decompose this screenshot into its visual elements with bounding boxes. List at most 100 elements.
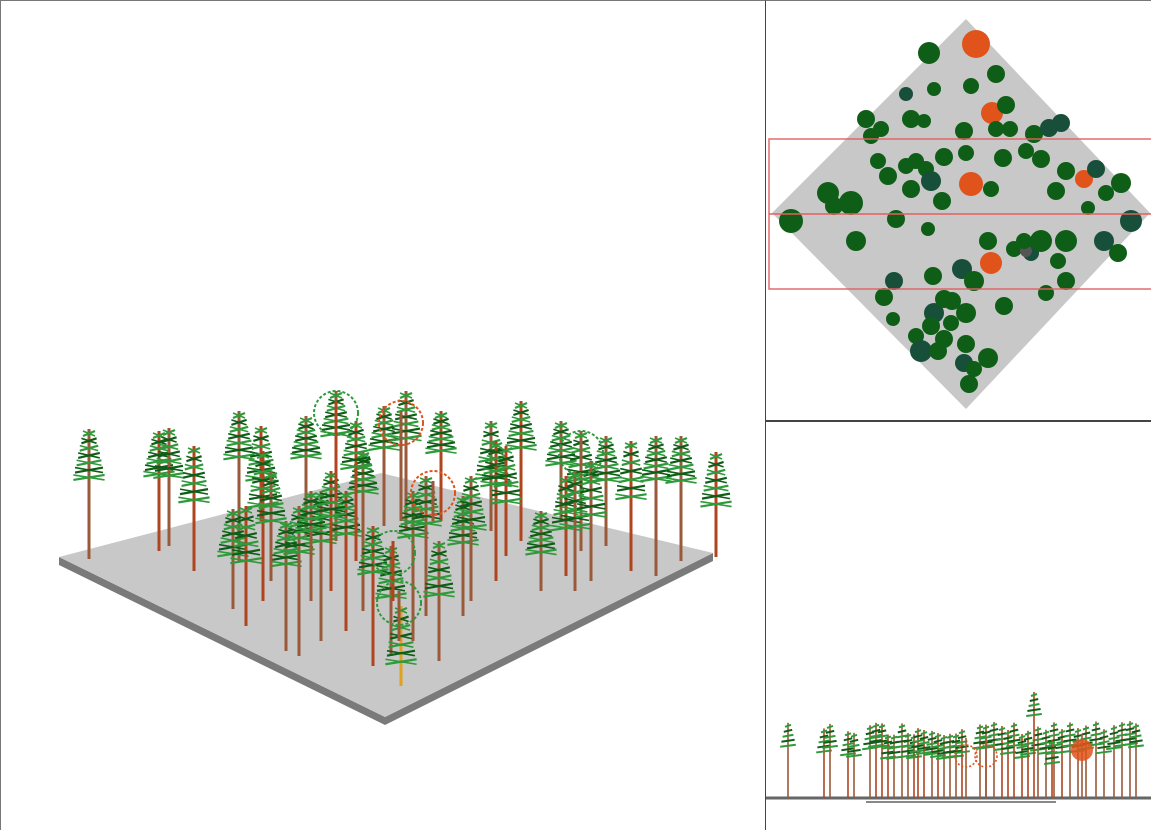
perspective-viewport[interactable]	[0, 0, 766, 830]
tree	[230, 506, 262, 626]
tree-crown	[902, 180, 920, 198]
tree-crown	[994, 149, 1012, 167]
branch	[348, 429, 364, 436]
branch	[945, 739, 955, 744]
branch	[374, 419, 394, 427]
branch	[255, 517, 287, 525]
branch	[357, 568, 389, 576]
branch	[887, 750, 901, 755]
tree	[73, 429, 105, 559]
branch	[989, 728, 999, 732]
side-tree	[780, 722, 796, 798]
branch	[391, 427, 421, 435]
branch	[254, 427, 268, 434]
branch	[621, 459, 641, 466]
tree-crown	[935, 290, 953, 308]
branch	[220, 537, 246, 544]
side-scene[interactable]	[766, 422, 1151, 830]
branch	[872, 723, 880, 728]
side-tree	[954, 738, 978, 798]
branch	[1048, 733, 1060, 738]
branch	[624, 442, 638, 449]
branch	[618, 476, 644, 483]
branch	[841, 747, 855, 752]
branch	[179, 488, 209, 495]
tree-crown	[875, 288, 893, 306]
branch	[1016, 745, 1028, 750]
branch	[395, 413, 417, 421]
branch	[236, 523, 256, 531]
ground-edge-left	[59, 557, 385, 725]
tree-crown	[1047, 182, 1065, 200]
side-viewport[interactable]	[765, 420, 1151, 830]
branch	[181, 480, 207, 487]
branch	[340, 463, 372, 470]
branch	[928, 731, 936, 736]
branch	[877, 729, 887, 734]
tree	[410, 470, 456, 521]
branch	[951, 739, 961, 744]
branch	[988, 732, 1000, 737]
tree-crown	[886, 312, 900, 326]
branch	[974, 735, 986, 740]
branch	[298, 515, 324, 522]
branch	[1063, 738, 1077, 743]
tree-crown	[956, 303, 976, 323]
branch	[554, 422, 568, 429]
tree-crown	[997, 96, 1015, 114]
branch	[847, 748, 861, 753]
branch	[920, 731, 928, 735]
top-scene[interactable]	[766, 1, 1151, 421]
tree	[385, 606, 417, 686]
branch	[902, 743, 914, 748]
branch	[270, 560, 302, 568]
branch	[526, 542, 556, 550]
branch	[290, 452, 322, 460]
branch	[914, 729, 922, 734]
branch	[225, 516, 241, 524]
branch	[1014, 755, 1030, 760]
crown-sphere	[370, 530, 416, 576]
perspective-scene[interactable]	[1, 1, 766, 830]
branch	[315, 512, 347, 520]
side-tree	[1046, 722, 1062, 798]
branch	[957, 735, 967, 740]
branch	[884, 735, 892, 740]
top-viewport[interactable]	[765, 0, 1151, 421]
branch	[934, 734, 942, 739]
tree-crown	[1038, 285, 1054, 301]
branch	[159, 443, 179, 451]
branch	[1007, 738, 1021, 743]
branch	[271, 554, 301, 561]
tree-crown	[879, 167, 897, 185]
branch	[226, 510, 240, 517]
tree	[370, 530, 416, 601]
branch	[997, 732, 1007, 737]
tree	[397, 491, 429, 641]
tree	[357, 526, 389, 666]
tree	[315, 471, 347, 591]
tree-crown	[983, 181, 999, 197]
branch	[218, 543, 248, 551]
branch	[149, 445, 169, 452]
branch	[990, 723, 998, 727]
tree	[505, 401, 537, 541]
branch	[1066, 723, 1074, 728]
branch	[483, 467, 509, 475]
branch	[701, 492, 731, 500]
branch	[433, 418, 449, 425]
branch	[906, 755, 922, 760]
ground-edge-right	[385, 553, 713, 725]
branch	[426, 441, 456, 449]
tree-crown	[1018, 143, 1034, 159]
branch	[393, 615, 409, 623]
branch	[1048, 741, 1056, 745]
branch	[1125, 727, 1135, 732]
branch	[981, 730, 991, 735]
side-tree	[1096, 729, 1112, 798]
branch	[251, 443, 271, 450]
tree-crown	[980, 252, 1002, 274]
branch	[645, 456, 667, 463]
branch	[546, 453, 576, 461]
side-tree	[930, 733, 946, 798]
